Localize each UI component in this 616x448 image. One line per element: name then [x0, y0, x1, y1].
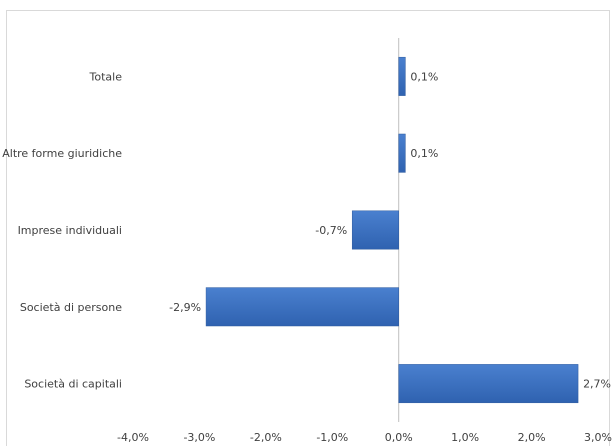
x-tick-label-2: -2,0%	[250, 431, 282, 444]
bar-1[interactable]	[398, 133, 406, 173]
value-label-3: -2,9%	[169, 301, 201, 314]
category-label-2: Imprese individuali	[18, 224, 122, 237]
x-tick-label-7: 3,0%	[584, 431, 612, 444]
x-tick-label-0: -4,0%	[117, 431, 149, 444]
value-label-1: 0,1%	[410, 147, 438, 160]
chart-frame	[6, 10, 610, 446]
category-label-1: Altre forme giuridiche	[2, 147, 122, 160]
x-tick-label-3: -1,0%	[316, 431, 348, 444]
bar-4[interactable]	[398, 364, 579, 404]
bar-3[interactable]	[205, 287, 399, 327]
value-label-2: -0,7%	[315, 224, 347, 237]
x-tick-label-6: 2,0%	[518, 431, 546, 444]
x-tick-label-5: 1,0%	[451, 431, 479, 444]
category-label-3: Società di persone	[20, 301, 122, 314]
category-label-0: Totale	[89, 70, 123, 83]
bar-0[interactable]	[398, 56, 406, 96]
category-label-4: Società di capitali	[24, 378, 122, 391]
x-tick-label-4: 0,0%	[385, 431, 413, 444]
bar-2[interactable]	[351, 210, 399, 250]
value-label-4: 2,7%	[583, 378, 611, 391]
value-label-0: 0,1%	[410, 70, 438, 83]
x-tick-label-1: -3,0%	[183, 431, 215, 444]
